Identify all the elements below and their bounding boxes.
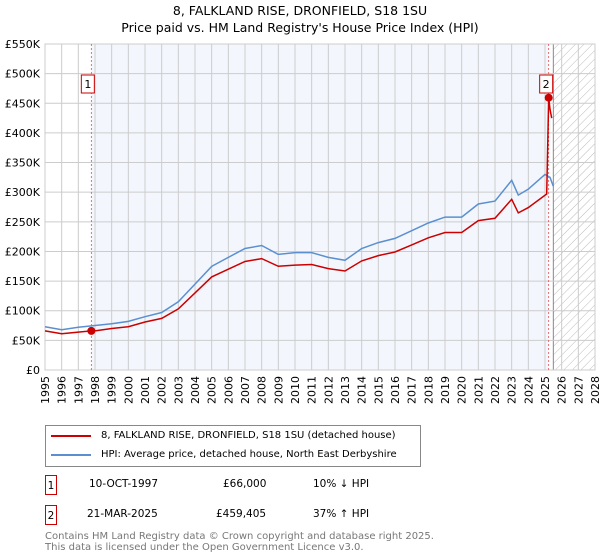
x-tick-label: 1996 (56, 376, 69, 404)
sale-marker-box (539, 74, 554, 94)
y-tick-label: £150K (5, 275, 41, 288)
sale-marker-box (80, 74, 95, 94)
x-tick-label: 2014 (356, 376, 369, 404)
x-tick-label: 2004 (189, 376, 202, 404)
y-tick-label: £400K (5, 127, 41, 140)
sale-price: £459,405 (216, 508, 267, 520)
x-tick-label: 2015 (372, 376, 385, 404)
x-tick-label: 2013 (339, 376, 352, 404)
chart-subtitle: Price paid vs. HM Land Registry's House … (121, 20, 479, 35)
x-tick-label: 1995 (39, 376, 52, 404)
y-tick-label: £300K (5, 186, 41, 199)
sale-hpi-diff: 37% ↑ HPI (313, 508, 370, 520)
x-tick-label: 1998 (89, 376, 102, 404)
forecast-hatch (553, 44, 595, 370)
sale-number: 1 (45, 475, 57, 495)
x-tick-label: 2010 (289, 376, 302, 404)
legend-label-property: 8, FALKLAND RISE, DRONFIELD, S18 1SU (de… (101, 430, 396, 441)
x-tick-label: 2027 (572, 376, 585, 404)
sale-number: 2 (45, 505, 57, 525)
x-tick-label: 2023 (506, 376, 519, 404)
legend-swatch-hpi (51, 453, 91, 456)
x-tick-label: 2019 (439, 376, 452, 404)
legend-swatch-property (51, 434, 91, 437)
x-tick-label: 2007 (239, 376, 252, 404)
x-tick-label: 2001 (139, 376, 152, 404)
x-tick-label: 2028 (589, 376, 600, 404)
series-line (44, 173, 555, 331)
x-tick-label: 2018 (422, 376, 435, 404)
sale-row: 1 10-OCT-1997 £66,000 10% ↓ HPI (45, 475, 465, 495)
y-tick-label: £50K (12, 334, 41, 347)
x-tick-label: 2006 (222, 376, 235, 404)
y-tick-label: £550K (5, 38, 41, 51)
sale-date: 10-OCT-1997 (89, 478, 158, 490)
x-tick-label: 2011 (306, 376, 319, 404)
y-tick-label: £500K (5, 68, 41, 81)
x-tick-label: 2017 (406, 376, 419, 404)
x-tick-label: 2024 (522, 376, 535, 404)
footer-line-2: This data is licensed under the Open Gov… (45, 542, 364, 553)
x-tick-label: 2021 (472, 376, 485, 404)
series-line (44, 97, 553, 335)
sale-date: 21-MAR-2025 (87, 508, 158, 520)
y-tick-label: £450K (5, 97, 41, 110)
x-tick-label: 2003 (172, 376, 185, 404)
y-tick-label: £0 (26, 364, 40, 377)
x-tick-label: 1999 (106, 376, 119, 404)
y-tick-label: £200K (5, 245, 41, 258)
x-tick-label: 2025 (539, 376, 552, 404)
x-tick-label: 2022 (489, 376, 502, 404)
ownership-band (91, 44, 549, 370)
sale-hpi-diff: 10% ↓ HPI (313, 478, 370, 490)
sale-price: £66,000 (223, 478, 267, 490)
price-chart: £0 £50K £100K £150K £200K £250K £300K £350K £400… (5, 38, 600, 404)
y-tick-label: £350K (5, 157, 41, 170)
sale-point (544, 93, 553, 102)
footer-line-1: Contains HM Land Registry data © Crown c… (45, 531, 434, 542)
x-tick-label: 2026 (556, 376, 569, 404)
sale-marker-label: 2 (543, 78, 550, 91)
sale-point (87, 326, 96, 335)
x-tick-label: 1997 (72, 376, 85, 404)
x-tick-label: 2005 (206, 376, 219, 404)
sale-marker-label: 1 (84, 78, 91, 91)
x-tick-label: 2020 (456, 376, 469, 404)
x-tick-label: 2009 (272, 376, 285, 404)
footer: Contains HM Land Registry data © Crown c… (45, 531, 434, 553)
x-tick-label: 2008 (256, 376, 269, 404)
x-tick-label: 2012 (322, 376, 335, 404)
y-tick-label: £100K (5, 305, 41, 318)
chart-title: 8, FALKLAND RISE, DRONFIELD, S18 1SU (172, 3, 428, 18)
sale-row: 2 21-MAR-2025 £459,405 37% ↑ HPI (45, 505, 465, 525)
legend: 8, FALKLAND RISE, DRONFIELD, S18 1SU (de… (45, 425, 421, 467)
x-tick-label: 2002 (156, 376, 169, 404)
x-tick-label: 2016 (389, 376, 402, 404)
legend-label-hpi: HPI: Average price, detached house, Nort… (101, 449, 397, 460)
y-tick-label: £250K (5, 216, 41, 229)
x-tick-label: 2000 (122, 376, 135, 404)
